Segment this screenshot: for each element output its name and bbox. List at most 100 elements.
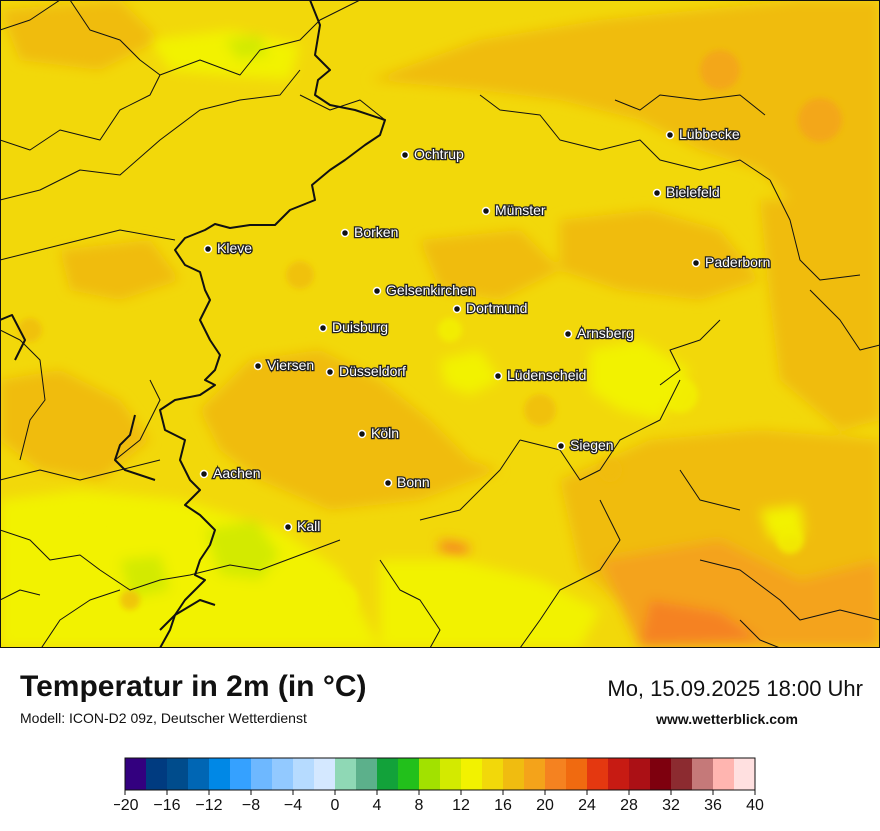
city-label: Lüdenscheid bbox=[507, 367, 586, 383]
city-borken[interactable]: Borken bbox=[340, 223, 400, 241]
legend-swatch bbox=[503, 758, 525, 790]
legend-tick-label: 16 bbox=[494, 797, 512, 814]
legend-swatch bbox=[545, 758, 567, 790]
city-lübbecke[interactable]: Lübbecke bbox=[665, 125, 741, 143]
city-dot bbox=[253, 361, 263, 371]
legend-swatch bbox=[587, 758, 609, 790]
legend-tick-label: −8 bbox=[242, 797, 260, 814]
city-kall[interactable]: Kall bbox=[283, 517, 322, 535]
city-siegen[interactable]: Siegen bbox=[556, 436, 615, 454]
city-label: Duisburg bbox=[332, 319, 388, 335]
legend-frame bbox=[124, 757, 756, 791]
legend-swatch bbox=[230, 758, 252, 790]
legend-swatch bbox=[293, 758, 315, 790]
city-dot bbox=[400, 150, 410, 160]
city-label: Münster bbox=[495, 202, 546, 218]
city-label: Düsseldorf bbox=[339, 363, 406, 379]
city-label: Lübbecke bbox=[679, 126, 740, 142]
legend-swatch bbox=[125, 758, 147, 790]
legend-swatch bbox=[524, 758, 546, 790]
city-dot bbox=[203, 244, 213, 254]
legend-swatch bbox=[272, 758, 294, 790]
city-arnsberg[interactable]: Arnsberg bbox=[563, 324, 635, 342]
legend-swatch bbox=[377, 758, 399, 790]
state-borders bbox=[0, 0, 386, 648]
legend-swatch bbox=[566, 758, 588, 790]
city-label: Kall bbox=[297, 518, 320, 534]
city-münster[interactable]: Münster bbox=[481, 201, 547, 219]
city-label: Bielefeld bbox=[666, 184, 720, 200]
city-label: Arnsberg bbox=[577, 325, 634, 341]
city-dot bbox=[357, 429, 367, 439]
city-label: Viersen bbox=[267, 357, 314, 373]
legend-swatch bbox=[608, 758, 630, 790]
city-düsseldorf[interactable]: Düsseldorf bbox=[325, 362, 407, 380]
city-label: Dortmund bbox=[466, 300, 527, 316]
city-dot bbox=[318, 323, 328, 333]
city-dot bbox=[563, 329, 573, 339]
city-dot bbox=[665, 130, 675, 140]
city-dortmund[interactable]: Dortmund bbox=[452, 299, 529, 317]
legend-swatch bbox=[398, 758, 420, 790]
city-lüdenscheid[interactable]: Lüdenscheid bbox=[493, 366, 588, 384]
city-dot bbox=[372, 286, 382, 296]
city-aachen[interactable]: Aachen bbox=[199, 464, 262, 482]
city-paderborn[interactable]: Paderborn bbox=[691, 253, 772, 271]
legend-swatch bbox=[440, 758, 462, 790]
legend-swatch bbox=[146, 758, 168, 790]
city-dot bbox=[493, 371, 503, 381]
city-viersen[interactable]: Viersen bbox=[253, 356, 316, 374]
city-label: Kleve bbox=[217, 240, 252, 256]
city-dot bbox=[325, 367, 335, 377]
temperature-map: Lübbecke Ochtrup Bielefeld Münster Borken Kle… bbox=[0, 0, 880, 648]
city-dot bbox=[340, 228, 350, 238]
legend-tick-label: 4 bbox=[373, 797, 382, 814]
city-dot bbox=[652, 188, 662, 198]
legend-tick-label: −4 bbox=[284, 797, 302, 814]
legend-swatch bbox=[650, 758, 672, 790]
city-label: Siegen bbox=[570, 437, 614, 453]
city-ochtrup[interactable]: Ochtrup bbox=[400, 145, 465, 163]
legend-tick-label: 8 bbox=[415, 797, 424, 814]
city-label: Köln bbox=[371, 425, 399, 441]
legend-swatch bbox=[734, 758, 756, 790]
legend-tick-label: 0 bbox=[331, 797, 340, 814]
legend-swatch bbox=[167, 758, 189, 790]
temperature-field bbox=[0, 0, 880, 648]
legend-swatch bbox=[335, 758, 357, 790]
legend-swatch bbox=[692, 758, 714, 790]
legend-swatch bbox=[461, 758, 483, 790]
city-label: Gelsenkirchen bbox=[386, 282, 476, 298]
legend-swatch bbox=[188, 758, 210, 790]
city-bonn[interactable]: Bonn bbox=[383, 473, 431, 491]
legend-tick-label: 12 bbox=[452, 797, 470, 814]
city-dot bbox=[691, 258, 701, 268]
city-markers: Lübbecke Ochtrup Bielefeld Münster Borken Kle… bbox=[199, 125, 772, 535]
city-köln[interactable]: Köln bbox=[357, 424, 400, 442]
city-duisburg[interactable]: Duisburg bbox=[318, 318, 389, 336]
city-dot bbox=[556, 441, 566, 451]
legend-tick-label: 28 bbox=[620, 797, 638, 814]
city-label: Ochtrup bbox=[414, 146, 464, 162]
city-label: Aachen bbox=[213, 465, 260, 481]
model-info: Modell: ICON-D2 09z, Deutscher Wetterdie… bbox=[20, 710, 307, 726]
legend-swatch bbox=[209, 758, 231, 790]
city-label: Borken bbox=[354, 224, 398, 240]
legend-tick-label: −12 bbox=[195, 797, 222, 814]
field-mottling bbox=[18, 50, 842, 618]
legend-tick-label: 20 bbox=[536, 797, 554, 814]
city-bielefeld[interactable]: Bielefeld bbox=[652, 183, 721, 201]
city-gelsenkirchen[interactable]: Gelsenkirchen bbox=[372, 281, 477, 299]
legend-tick-label: 40 bbox=[746, 797, 764, 814]
legend-swatch bbox=[629, 758, 651, 790]
legend-tick-label: 32 bbox=[662, 797, 680, 814]
warm-areas bbox=[0, 0, 880, 648]
legend-swatch bbox=[356, 758, 378, 790]
map-title: Temperatur in 2m (in °C) bbox=[20, 670, 367, 703]
city-dot bbox=[199, 469, 209, 479]
city-kleve[interactable]: Kleve bbox=[203, 239, 254, 257]
city-dot bbox=[452, 304, 462, 314]
website-link[interactable]: www.wetterblick.com bbox=[656, 711, 798, 727]
legend-tick-label: −16 bbox=[153, 797, 180, 814]
legend-tick-label: 24 bbox=[578, 797, 596, 814]
